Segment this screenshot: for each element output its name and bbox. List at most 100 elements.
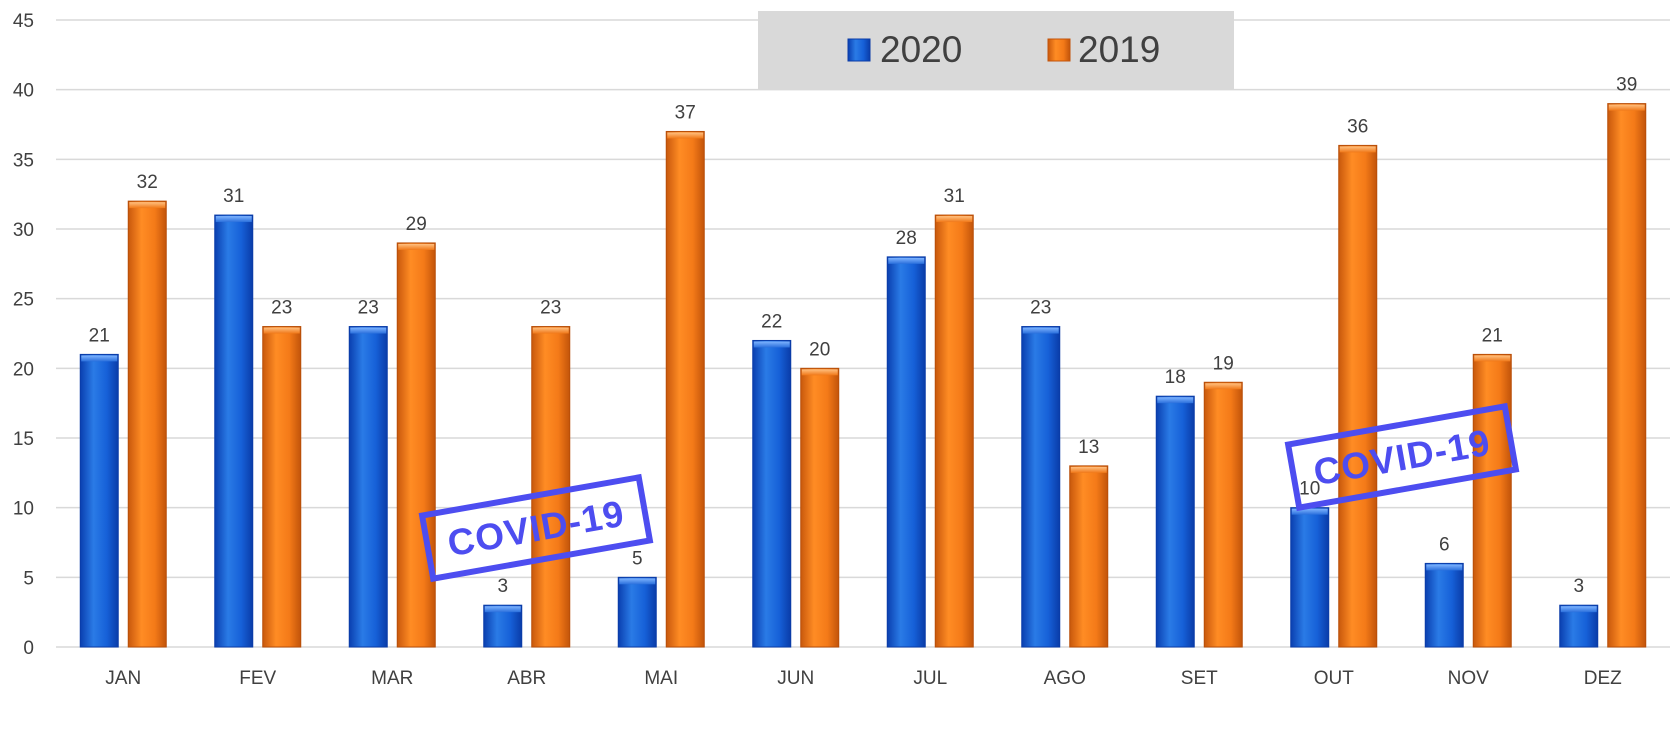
legend-swatch-2019 xyxy=(1047,38,1071,62)
bar-2019-MAR xyxy=(396,242,436,648)
legend-item-0: 2020 xyxy=(847,29,962,70)
bar-2019-FEV xyxy=(262,326,302,648)
bar-body xyxy=(348,326,388,648)
bar-top-bevel xyxy=(936,216,973,223)
bar-body xyxy=(127,200,167,648)
bar-body xyxy=(79,353,119,648)
data-label-2020-MAI: 5 xyxy=(632,548,643,569)
legend: 2020 2019 xyxy=(758,11,1234,89)
bar-top-bevel xyxy=(801,369,838,376)
bar-top-bevel xyxy=(263,327,300,334)
bar-body xyxy=(934,214,974,648)
bar-2020-MAI xyxy=(617,576,657,648)
bar-top-bevel xyxy=(1157,397,1194,404)
data-label-2020-AGO: 23 xyxy=(1030,298,1051,319)
bar-body xyxy=(1290,507,1330,648)
data-label-2020-JUL: 28 xyxy=(896,228,917,249)
bar-top-bevel xyxy=(350,327,387,334)
bar-2019-DEZ xyxy=(1607,103,1647,648)
x-tick-label-NOV: NOV xyxy=(1448,668,1490,689)
data-label-2019-MAR: 29 xyxy=(406,214,427,235)
bar-top-bevel xyxy=(1474,355,1511,362)
y-tick-label: 30 xyxy=(13,220,34,241)
data-label-2019-SET: 19 xyxy=(1213,353,1234,374)
bar-top-bevel xyxy=(1291,508,1328,515)
y-tick-label: 40 xyxy=(13,81,34,102)
x-tick-label-AGO: AGO xyxy=(1044,668,1086,689)
bar-body xyxy=(1155,395,1195,648)
data-label-2019-MAI: 37 xyxy=(675,102,696,123)
bar-2019-JUL xyxy=(934,214,974,648)
bar-top-bevel xyxy=(1022,327,1059,334)
stamp-border xyxy=(418,473,654,583)
bar-2020-JUN xyxy=(752,339,792,648)
x-tick-label-JAN: JAN xyxy=(105,668,141,689)
x-tick-label-JUL: JUL xyxy=(913,668,947,689)
data-label-2019-JUL: 31 xyxy=(944,186,965,207)
x-tick-label-MAI: MAI xyxy=(644,668,678,689)
legend-label-2019: 2019 xyxy=(1078,29,1160,70)
data-label-2019-OUT: 36 xyxy=(1347,116,1368,137)
bar-top-bevel xyxy=(215,216,252,223)
bar-body xyxy=(262,326,302,648)
bar-2019-OUT xyxy=(1338,144,1378,648)
bar-2019-JUN xyxy=(800,367,840,648)
bar-top-bevel xyxy=(619,578,656,585)
y-tick-label: 45 xyxy=(13,11,34,32)
bar-body xyxy=(1021,326,1061,648)
gridlines xyxy=(56,19,1670,648)
data-label-2019-ABR: 23 xyxy=(540,298,561,319)
data-label-2020-JUN: 22 xyxy=(761,311,782,332)
bar-top-bevel xyxy=(1205,383,1242,390)
data-label-2019-JAN: 32 xyxy=(137,172,158,193)
stamp-border xyxy=(1284,402,1520,512)
bar-top-bevel xyxy=(1339,146,1376,153)
data-label-2020-SET: 18 xyxy=(1165,367,1186,388)
bar-2019-NOV xyxy=(1472,353,1512,648)
data-label-2019-JUN: 20 xyxy=(809,339,830,360)
x-axis-ticks: JAN FEV MAR ABR MAI JUN JUL AGO SET OUT NOV DEZ xyxy=(105,668,1622,689)
legend-swatch-2020 xyxy=(847,38,871,62)
data-label-2019-NOV: 21 xyxy=(1482,325,1503,346)
bar-body xyxy=(1607,103,1647,648)
data-label-2020-DEZ: 3 xyxy=(1573,576,1584,597)
covid-stamp-1: COVID-19 xyxy=(418,473,654,583)
x-tick-label-ABR: ABR xyxy=(507,668,546,689)
bar-top-bevel xyxy=(667,132,704,139)
bar-2020-JAN xyxy=(79,353,119,648)
data-label-2020-JAN: 21 xyxy=(89,325,110,346)
data-label-2020-NOV: 6 xyxy=(1439,534,1450,555)
bar-body xyxy=(886,256,926,648)
bar-top-bevel xyxy=(753,341,790,348)
bar-top-bevel xyxy=(532,327,569,334)
y-tick-label: 0 xyxy=(23,638,34,659)
y-tick-label: 25 xyxy=(13,290,34,311)
bar-body xyxy=(665,130,705,648)
y-tick-label: 5 xyxy=(23,568,34,589)
bar-body xyxy=(1203,381,1243,648)
legend-background xyxy=(758,11,1234,89)
y-axis-ticks: 0 5 10 15 20 25 30 35 40 45 xyxy=(13,11,34,659)
bar-body xyxy=(1069,465,1109,648)
bar-top-bevel xyxy=(129,202,166,209)
x-tick-label-OUT: OUT xyxy=(1314,668,1355,689)
bar-top-bevel xyxy=(484,606,521,613)
bar-2019-SET xyxy=(1203,381,1243,648)
bar-body xyxy=(752,339,792,648)
bar-body xyxy=(1472,353,1512,648)
y-tick-label: 35 xyxy=(13,150,34,171)
data-label-2019-FEV: 23 xyxy=(271,298,292,319)
bar-2020-AGO xyxy=(1021,326,1061,648)
bar-2020-SET xyxy=(1155,395,1195,648)
bar-2019-JAN xyxy=(127,200,167,648)
data-label-2019-DEZ: 39 xyxy=(1616,75,1637,96)
bars xyxy=(79,103,1647,648)
bar-top-bevel xyxy=(1426,564,1463,571)
y-tick-label: 20 xyxy=(13,359,34,380)
stamp-text: COVID-19 xyxy=(1311,422,1494,493)
bar-2019-MAI xyxy=(665,130,705,648)
data-label-2019-AGO: 13 xyxy=(1078,437,1099,458)
data-label-2020-MAR: 23 xyxy=(358,298,379,319)
